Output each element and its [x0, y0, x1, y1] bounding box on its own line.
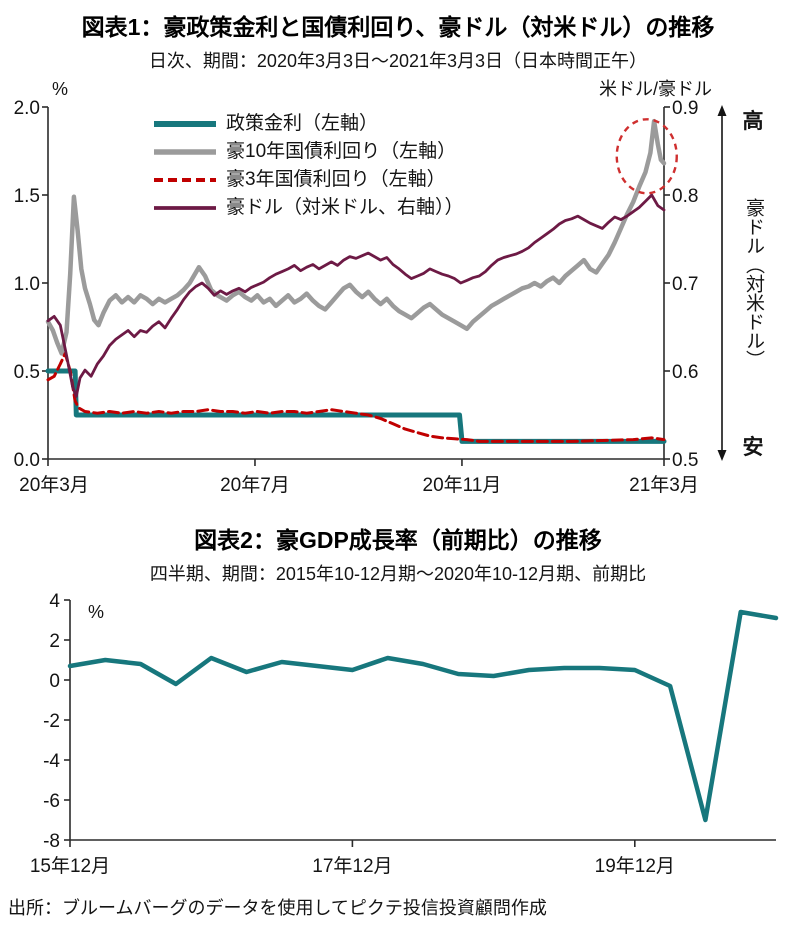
svg-text:20年3月: 20年3月 — [19, 474, 89, 496]
figure2-plot-wrap: % 4 2 0 -2 -4 -6 -8 15年12月 17年12月 19年12月 — [2, 588, 794, 886]
aud-low-label: 安 — [742, 436, 764, 459]
figure2-subtitle: 四半期、期間：2015年10-12月期～2020年10-12月期、前期比 — [149, 564, 647, 584]
legend-label: 豪3年国債利回り（左軸） — [226, 169, 446, 190]
svg-text:-2: -2 — [43, 711, 60, 732]
legend-item: 豪ドル（対米ドル、右軸）） — [152, 195, 464, 220]
aud-high-label: 高 — [742, 110, 764, 133]
figure2-title: 図表2：豪GDP成長率（前期比）の推移 — [194, 527, 602, 553]
svg-text:1.0: 1.0 — [14, 274, 40, 295]
aud-direction-arrow — [714, 105, 730, 461]
svg-text:-6: -6 — [43, 791, 60, 812]
svg-text:0.5: 0.5 — [14, 362, 40, 383]
legend-line-sample-icon — [154, 205, 216, 210]
svg-text:0.7: 0.7 — [672, 274, 698, 295]
figure2-section: 図表2：豪GDP成長率（前期比）の推移 四半期、期間：2015年10-12月期～… — [2, 521, 794, 886]
legend-label: 政策金利（左軸） — [226, 113, 379, 134]
svg-text:0.6: 0.6 — [672, 362, 698, 383]
svg-text:15年12月: 15年12月 — [30, 855, 110, 877]
legend-label: 豪10年国債利回り（左軸） — [226, 141, 457, 162]
svg-text:21年3月: 21年3月 — [629, 474, 699, 496]
legend-line-sample-icon — [154, 148, 216, 155]
svg-text:20年11月: 20年11月 — [423, 474, 502, 496]
svg-text:-4: -4 — [43, 751, 60, 772]
svg-text:0: 0 — [49, 671, 60, 692]
aud-scale-labels: 高 豪ドル（対米ドル） 安 — [730, 105, 776, 461]
svg-text:2.0: 2.0 — [14, 98, 40, 119]
svg-text:-8: -8 — [43, 831, 60, 852]
up-down-arrow-icon — [717, 105, 727, 461]
svg-text:20年7月: 20年7月 — [220, 474, 290, 496]
svg-text:4: 4 — [49, 591, 60, 612]
legend-item: 豪10年国債利回り（左軸） — [152, 139, 464, 164]
legend-label: 豪ドル（対米ドル、右軸）） — [226, 197, 464, 218]
figure1-legend: 政策金利（左軸） 豪10年国債利回り（左軸） 豪3年国債利回り（左軸） 豪ドル（対米ド… — [152, 111, 464, 220]
svg-text:%: % — [52, 79, 68, 99]
aud-axis-vertical-label: 豪ドル（対米ドル） — [742, 197, 764, 369]
figure1-subtitle: 日次、期間：2020年3月3日～2021年3月3日（日本時間正午） — [148, 51, 648, 71]
figure1-plot-wrap: % 米ドル/豪ドル 0.0 0.5 1.0 1.5 2.0 0.5 0.6 0.7 0.8 0.9 20… — [2, 75, 714, 507]
svg-text:0.0: 0.0 — [14, 450, 40, 471]
policy-rate-bond-yield-aud-chart: % 米ドル/豪ドル 0.0 0.5 1.0 1.5 2.0 0.5 0.6 0.7 0.8 0.9 20… — [14, 79, 712, 496]
figure1-section: 図表1：豪政策金利と国債利回り、豪ドル（対米ドル）の推移 日次、期間：2020年… — [2, 8, 794, 507]
svg-text:0.8: 0.8 — [672, 186, 698, 207]
svg-text:0.5: 0.5 — [672, 450, 698, 471]
gdp-growth-chart: % 4 2 0 -2 -4 -6 -8 15年12月 17年12月 19年12月 — [30, 591, 779, 877]
legend-item: 豪3年国債利回り（左軸） — [152, 167, 464, 192]
figure1-title: 図表1：豪政策金利と国債利回り、豪ドル（対米ドル）の推移 — [81, 14, 715, 40]
svg-text:2: 2 — [49, 631, 60, 652]
figure1-chart-area: % 米ドル/豪ドル 0.0 0.5 1.0 1.5 2.0 0.5 0.6 0.7 0.8 0.9 20… — [2, 75, 794, 507]
legend-item: 政策金利（左軸） — [152, 111, 464, 136]
svg-text:19年12月: 19年12月 — [595, 855, 675, 877]
legend-line-sample-icon — [154, 177, 216, 182]
source-note: 出所：ブルームバーグのデータを使用してピクテ投信投資顧問作成 — [8, 898, 547, 918]
svg-text:1.5: 1.5 — [14, 186, 40, 207]
svg-text:米ドル/豪ドル: 米ドル/豪ドル — [599, 79, 712, 99]
legend-line-sample-icon — [154, 120, 216, 127]
svg-text:%: % — [88, 602, 104, 622]
svg-text:17年12月: 17年12月 — [312, 855, 392, 877]
svg-text:0.9: 0.9 — [672, 98, 698, 119]
